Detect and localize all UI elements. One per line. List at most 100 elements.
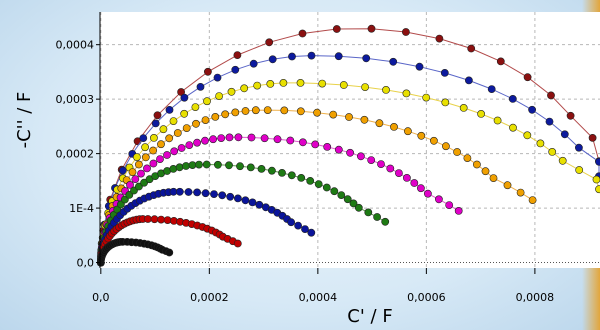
data-point xyxy=(201,136,209,145)
data-point xyxy=(249,59,258,68)
data-point xyxy=(236,162,244,171)
data-point xyxy=(477,110,485,118)
data-point xyxy=(566,111,575,120)
data-point xyxy=(453,148,461,156)
data-point xyxy=(306,176,315,185)
data-point xyxy=(386,164,395,173)
data-point xyxy=(339,81,348,89)
data-point xyxy=(523,73,532,82)
plot-area xyxy=(100,12,600,268)
data-point xyxy=(547,91,555,100)
y-tick-label: 0,0 xyxy=(77,257,95,270)
data-point xyxy=(548,147,557,156)
data-point xyxy=(141,143,149,152)
data-point xyxy=(361,83,369,91)
data-point xyxy=(423,189,432,198)
data-point xyxy=(231,65,240,74)
data-point xyxy=(141,153,150,162)
data-point xyxy=(231,108,240,117)
data-point xyxy=(394,169,403,177)
data-point xyxy=(233,239,242,248)
data-point xyxy=(464,76,473,85)
data-point xyxy=(595,157,600,166)
data-point xyxy=(137,169,145,178)
data-point xyxy=(364,208,373,217)
data-point xyxy=(217,134,226,142)
data-point xyxy=(296,107,305,116)
data-point xyxy=(240,84,249,93)
data-point xyxy=(435,34,444,43)
data-point xyxy=(367,156,376,164)
data-point xyxy=(173,129,182,137)
data-point xyxy=(202,160,211,169)
data-point xyxy=(149,133,158,142)
data-point xyxy=(134,160,143,169)
data-point xyxy=(410,179,419,187)
data-point xyxy=(201,189,210,198)
data-point xyxy=(287,218,295,227)
data-point xyxy=(139,134,148,142)
data-point xyxy=(416,184,425,193)
data-point xyxy=(268,55,277,64)
data-point xyxy=(313,108,321,117)
data-point xyxy=(203,97,211,106)
data-point xyxy=(301,225,309,233)
data-point xyxy=(225,161,233,170)
y-tick-label: 0,0003 xyxy=(56,93,95,106)
data-point xyxy=(354,203,363,212)
data-point xyxy=(403,127,412,136)
data-point xyxy=(503,181,512,190)
data-point xyxy=(263,106,272,114)
data-point xyxy=(381,217,390,226)
data-point xyxy=(255,200,264,209)
data-point xyxy=(467,44,476,53)
data-point xyxy=(362,54,371,63)
data-point xyxy=(298,138,307,147)
data-point xyxy=(307,51,316,60)
data-point xyxy=(389,57,398,66)
x-ticks: 0,0 0,0002 0,0004 0,0006 0,0008 xyxy=(92,268,554,304)
data-point xyxy=(225,133,234,142)
data-point xyxy=(588,133,597,142)
data-point xyxy=(523,131,532,140)
data-point xyxy=(440,69,449,77)
data-point xyxy=(151,119,160,128)
data-point xyxy=(345,113,353,121)
data-point xyxy=(298,29,307,38)
x-axis-label: C' / F xyxy=(347,306,392,327)
data-point xyxy=(528,196,537,204)
data-point xyxy=(143,215,152,223)
x-tick-label: 0,0 xyxy=(92,291,110,304)
data-point xyxy=(165,106,174,114)
data-point xyxy=(337,191,346,199)
data-point xyxy=(150,215,159,224)
data-point xyxy=(422,93,431,102)
data-point xyxy=(323,142,332,151)
data-point xyxy=(592,175,600,184)
data-point xyxy=(221,110,230,119)
data-point xyxy=(241,107,250,115)
data-point xyxy=(234,133,243,142)
data-point xyxy=(390,123,398,131)
data-point xyxy=(175,163,184,172)
data-point xyxy=(215,92,223,100)
data-point xyxy=(134,182,143,191)
data-point xyxy=(180,93,189,102)
data-point xyxy=(213,73,222,82)
data-point xyxy=(193,138,201,147)
data-point xyxy=(131,175,140,183)
data-point xyxy=(177,88,185,96)
data-point xyxy=(257,164,266,173)
data-point xyxy=(182,162,190,170)
y-ticks: 0,0 1E-4 0,0002 0,0003 0,0004 xyxy=(56,39,100,270)
data-point xyxy=(441,142,450,151)
data-point xyxy=(330,187,339,196)
data-point xyxy=(445,201,454,209)
data-point xyxy=(318,79,327,88)
data-point xyxy=(311,140,320,149)
data-point xyxy=(246,163,255,172)
data-point xyxy=(196,83,205,91)
data-point xyxy=(516,188,525,197)
data-point xyxy=(180,109,189,118)
